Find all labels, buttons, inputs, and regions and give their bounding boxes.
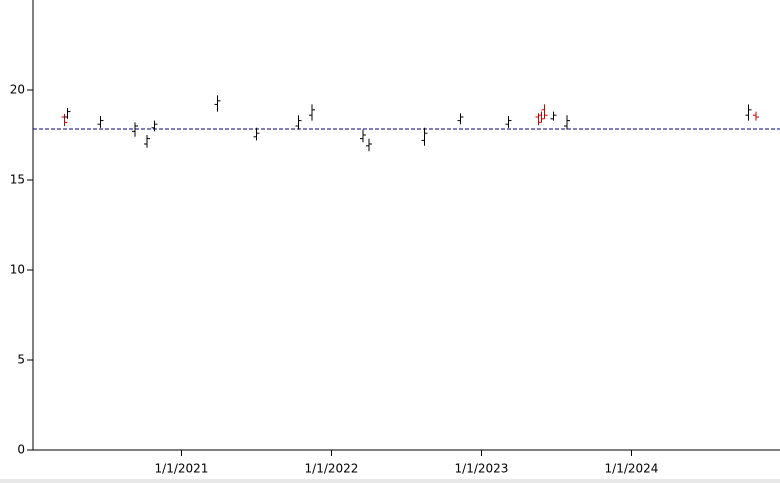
y-tick-label: 10 [10,263,25,277]
y-tick-label: 0 [17,443,25,457]
x-tick-label: 1/1/2024 [605,462,659,476]
x-tick-label: 1/1/2023 [455,462,509,476]
x-tick-label: 1/1/2021 [155,462,209,476]
y-tick-label: 15 [10,173,25,187]
bottom-strip [0,479,780,483]
y-tick-label: 5 [17,353,25,367]
y-tick-label: 20 [10,83,25,97]
x-tick-label: 1/1/2022 [305,462,359,476]
